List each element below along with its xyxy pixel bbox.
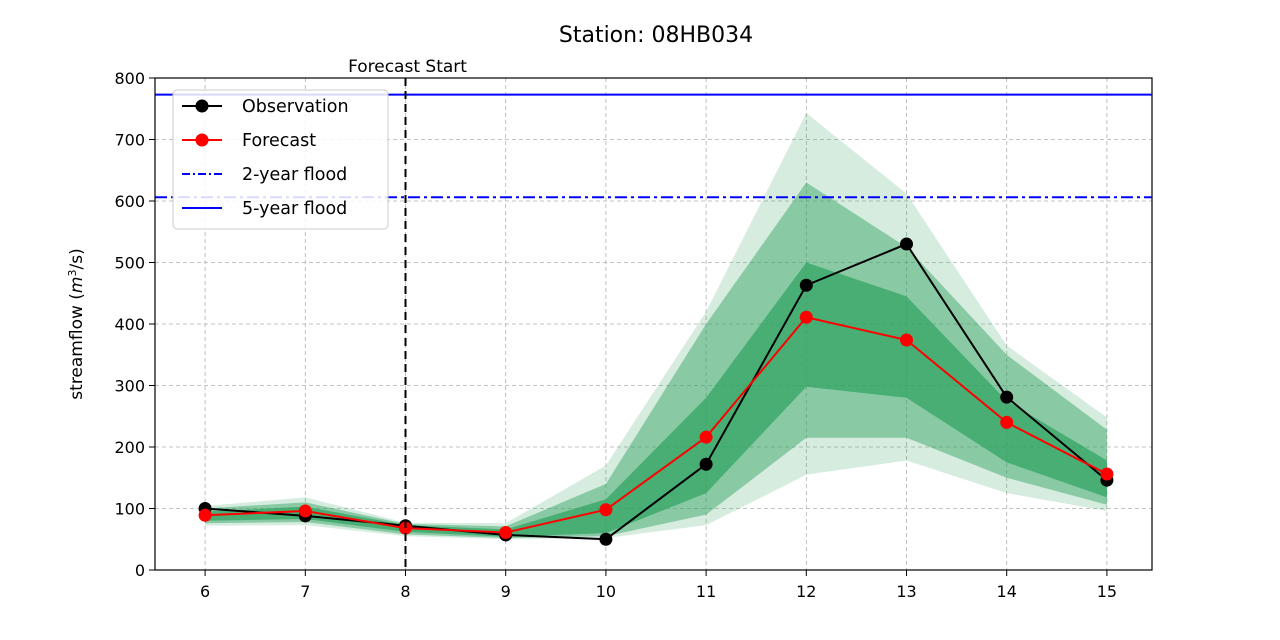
legend-item-forecast: Forecast	[182, 131, 316, 151]
x-axis: 6 7 8 9 10 11 12 13 14 15	[200, 570, 1117, 601]
band-outer-range	[205, 113, 1107, 540]
y-axis: 0 100 200 300 400 500 600 700 800	[114, 69, 155, 580]
forecast-point	[399, 521, 413, 535]
forecast-point	[298, 504, 312, 518]
y-tick-label: 600	[114, 192, 145, 211]
forecast-start-label: Forecast Start	[348, 57, 467, 77]
y-tick-label: 300	[114, 377, 145, 396]
legend-label: Forecast	[242, 131, 316, 151]
x-tick-label: 14	[997, 582, 1017, 601]
x-tick-label: 9	[501, 582, 511, 601]
x-tick-label: 10	[596, 582, 616, 601]
band-inner-range	[205, 262, 1107, 537]
forecast-point	[699, 430, 713, 444]
legend-label: 5-year flood	[242, 199, 347, 219]
data-series	[198, 237, 1114, 546]
legend: Observation Forecast 2-year flood 5-year fl…	[172, 89, 389, 230]
uncertainty-bands	[205, 113, 1107, 540]
observation-point	[699, 457, 713, 471]
y-tick-label: 800	[114, 69, 145, 88]
x-tick-label: 13	[896, 582, 916, 601]
y-axis-label-variable: m	[67, 277, 87, 294]
x-tick-label: 12	[796, 582, 816, 601]
forecast-point	[1100, 467, 1114, 481]
legend-item-2-year-flood: 2-year flood	[182, 165, 347, 185]
forecast-point	[599, 503, 613, 517]
y-tick-label: 100	[114, 500, 145, 519]
legend-swatch-marker	[195, 99, 209, 113]
x-tick-label: 6	[200, 582, 210, 601]
x-tick-label: 7	[300, 582, 310, 601]
y-tick-label: 200	[114, 438, 145, 457]
forecast-point	[198, 508, 212, 522]
legend-label: 2-year flood	[242, 165, 347, 185]
chart-title: Station: 08HB034	[559, 23, 753, 48]
band-middle-range	[205, 182, 1107, 539]
x-tick-label: 15	[1097, 582, 1117, 601]
forecast-point	[1000, 415, 1014, 429]
y-axis-label-superscript: 3	[66, 270, 79, 277]
legend-label: Observation	[242, 97, 349, 117]
forecast-point	[499, 525, 513, 539]
y-tick-label: 700	[114, 131, 145, 150]
observation-point	[599, 532, 613, 546]
x-tick-label: 8	[400, 582, 410, 601]
y-axis-label: streamflow (m3/s)	[66, 248, 88, 399]
y-axis-label-prefix: streamflow (	[67, 293, 87, 400]
observation-point	[900, 237, 914, 251]
forecast-start-annotation: Forecast Start	[348, 57, 467, 570]
y-tick-label: 0	[135, 561, 145, 580]
legend-swatch-marker	[195, 133, 209, 147]
legend-box	[172, 89, 389, 230]
forecast-point	[900, 333, 914, 347]
forecast-point	[799, 310, 813, 324]
series-forecast	[198, 310, 1114, 539]
legend-item-5-year-flood: 5-year flood	[182, 199, 347, 219]
y-axis-label-suffix: /s)	[67, 248, 87, 269]
observation-point	[799, 278, 813, 292]
observation-line	[205, 242, 1108, 541]
forecast-line	[205, 316, 1108, 534]
observation-point	[1000, 390, 1014, 404]
y-tick-label: 500	[114, 254, 145, 273]
y-tick-label: 400	[114, 315, 145, 334]
x-tick-label: 11	[696, 582, 716, 601]
legend-item-observation: Observation	[182, 97, 349, 117]
